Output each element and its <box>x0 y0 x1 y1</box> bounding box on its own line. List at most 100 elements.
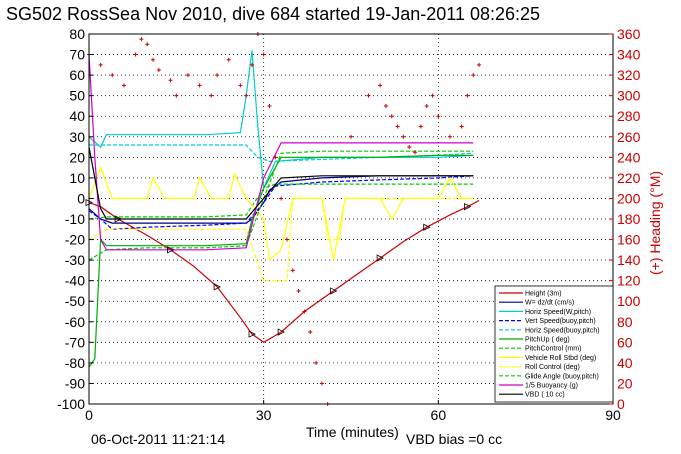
y-right-tick-label: 260 <box>617 129 641 145</box>
y-right-tick-label: 40 <box>617 355 633 371</box>
height-marker <box>464 203 472 211</box>
heading-point <box>319 381 324 386</box>
legend-entry: Glide Angle (buoy,pitch) <box>525 373 599 380</box>
y-tick-label: -70 <box>65 334 85 350</box>
y-tick-label: 0 <box>77 190 85 206</box>
y-tick-label: 40 <box>69 108 85 124</box>
y-tick-label: -30 <box>65 252 85 268</box>
y-right-tick-label: 0 <box>617 396 625 412</box>
heading-point <box>261 52 266 57</box>
series-line-4 <box>89 144 474 163</box>
heading-point <box>110 73 115 78</box>
legend-entry: W= dz/dt (cm/s) <box>525 300 574 307</box>
footer-timestamp: 06-Oct-2011 11:21:14 <box>91 431 225 447</box>
y-tick-label: -10 <box>65 211 85 227</box>
heading-point <box>215 73 220 78</box>
series-line-9 <box>88 150 474 261</box>
heading-point <box>156 67 161 72</box>
x-axis-label: Time (minutes) <box>306 424 399 440</box>
heading-point <box>244 93 249 98</box>
heading-point <box>273 155 278 160</box>
legend-entry: PitchUp ( deg) <box>525 337 570 344</box>
heading-point <box>349 134 353 139</box>
heading-point <box>284 237 289 242</box>
series-line-11 <box>88 146 474 220</box>
y-tick-label: 50 <box>69 88 85 104</box>
x-tick-label: 0 <box>85 407 93 423</box>
legend-entry: VBD ( 10 cc) <box>525 392 565 399</box>
y-right-tick-label: 300 <box>617 88 641 104</box>
x-tick-label: 90 <box>605 407 621 423</box>
heading-point <box>465 93 470 98</box>
heading-point <box>168 78 173 83</box>
y-right-tick-label: 20 <box>617 375 633 391</box>
y-right-tick-label: 80 <box>617 314 633 330</box>
legend-entry: 1/5 Buoyancy (g) <box>525 383 578 390</box>
heading-point <box>139 37 144 42</box>
heading-point <box>447 134 452 139</box>
series-line-7 <box>88 165 474 262</box>
series-line-6 <box>88 183 474 220</box>
y-tick-label: -60 <box>65 314 85 330</box>
heading-point <box>424 103 429 108</box>
height-marker <box>277 328 286 336</box>
y-right-tick-label: 100 <box>617 293 641 309</box>
chart-title: SG502 RossSea Nov 2010, dive 684 started… <box>6 4 540 24</box>
heading-point <box>290 268 295 273</box>
y-tick-label: -80 <box>65 355 85 371</box>
heading-point <box>185 73 190 78</box>
y-tick-label: 10 <box>69 170 85 186</box>
legend-entry: Roll Control (deg) <box>525 364 580 371</box>
y-right-tick-label: 160 <box>617 232 641 248</box>
heading-point <box>226 57 231 62</box>
y-right-tick-label: 320 <box>617 67 641 83</box>
series-line-10 <box>88 54 474 251</box>
legend-entry: Vert Speed(buoy,pitch) <box>525 318 596 325</box>
x-axis-ticks: 0 30 60 90 <box>85 400 621 423</box>
y-right-tick-label: 220 <box>617 170 641 186</box>
legend-entry: Horiz Speed(buoy,pitch) <box>525 327 600 334</box>
height-marker <box>330 287 338 295</box>
height-marker <box>248 330 256 338</box>
y-right-tick-label: 280 <box>617 108 641 124</box>
x-tick-label: 30 <box>256 407 272 423</box>
heading-point <box>296 288 301 293</box>
heading-point <box>145 42 150 47</box>
y-right-tick-label: 180 <box>617 211 641 227</box>
height-marker <box>167 246 175 254</box>
y-right-tick-label: 340 <box>617 47 641 63</box>
height-marker <box>114 215 123 223</box>
heading-point <box>302 309 307 314</box>
heading-point <box>174 93 179 98</box>
heading-point <box>98 62 103 67</box>
heading-point <box>209 93 214 98</box>
heading-point <box>267 103 272 108</box>
height-marker <box>376 254 385 262</box>
y-right-tick-label: 200 <box>617 190 641 206</box>
heading-point <box>133 52 138 57</box>
series-line-2 <box>88 50 474 189</box>
legend-entry: PitchControl (mm) <box>525 346 581 353</box>
legend-entry: Height (3m) <box>525 291 562 298</box>
legend: Height (3m) W= dz/dt (cm/s) Horiz Speed(W,… <box>494 285 614 403</box>
footer-vbd-bias: VBD bias =0 cc <box>406 431 502 447</box>
y-tick-label: 70 <box>69 47 85 63</box>
heading-point <box>413 150 418 155</box>
heading-point <box>151 57 156 62</box>
heading-point <box>436 114 441 119</box>
legend-box <box>494 285 614 403</box>
y-tick-label: 20 <box>69 149 85 165</box>
y-tick-label: 80 <box>69 26 85 42</box>
heading-point <box>418 124 423 129</box>
heading-point <box>477 62 482 67</box>
y-tick-label: -20 <box>65 232 85 248</box>
y-right-tick-label: 360 <box>617 26 641 42</box>
series-line-0 <box>88 199 480 344</box>
heading-point <box>250 62 255 67</box>
heading-point <box>238 83 243 88</box>
heading-point <box>366 93 371 98</box>
heading-point <box>407 145 412 150</box>
height-marker <box>213 283 221 291</box>
heading-point <box>279 196 284 201</box>
